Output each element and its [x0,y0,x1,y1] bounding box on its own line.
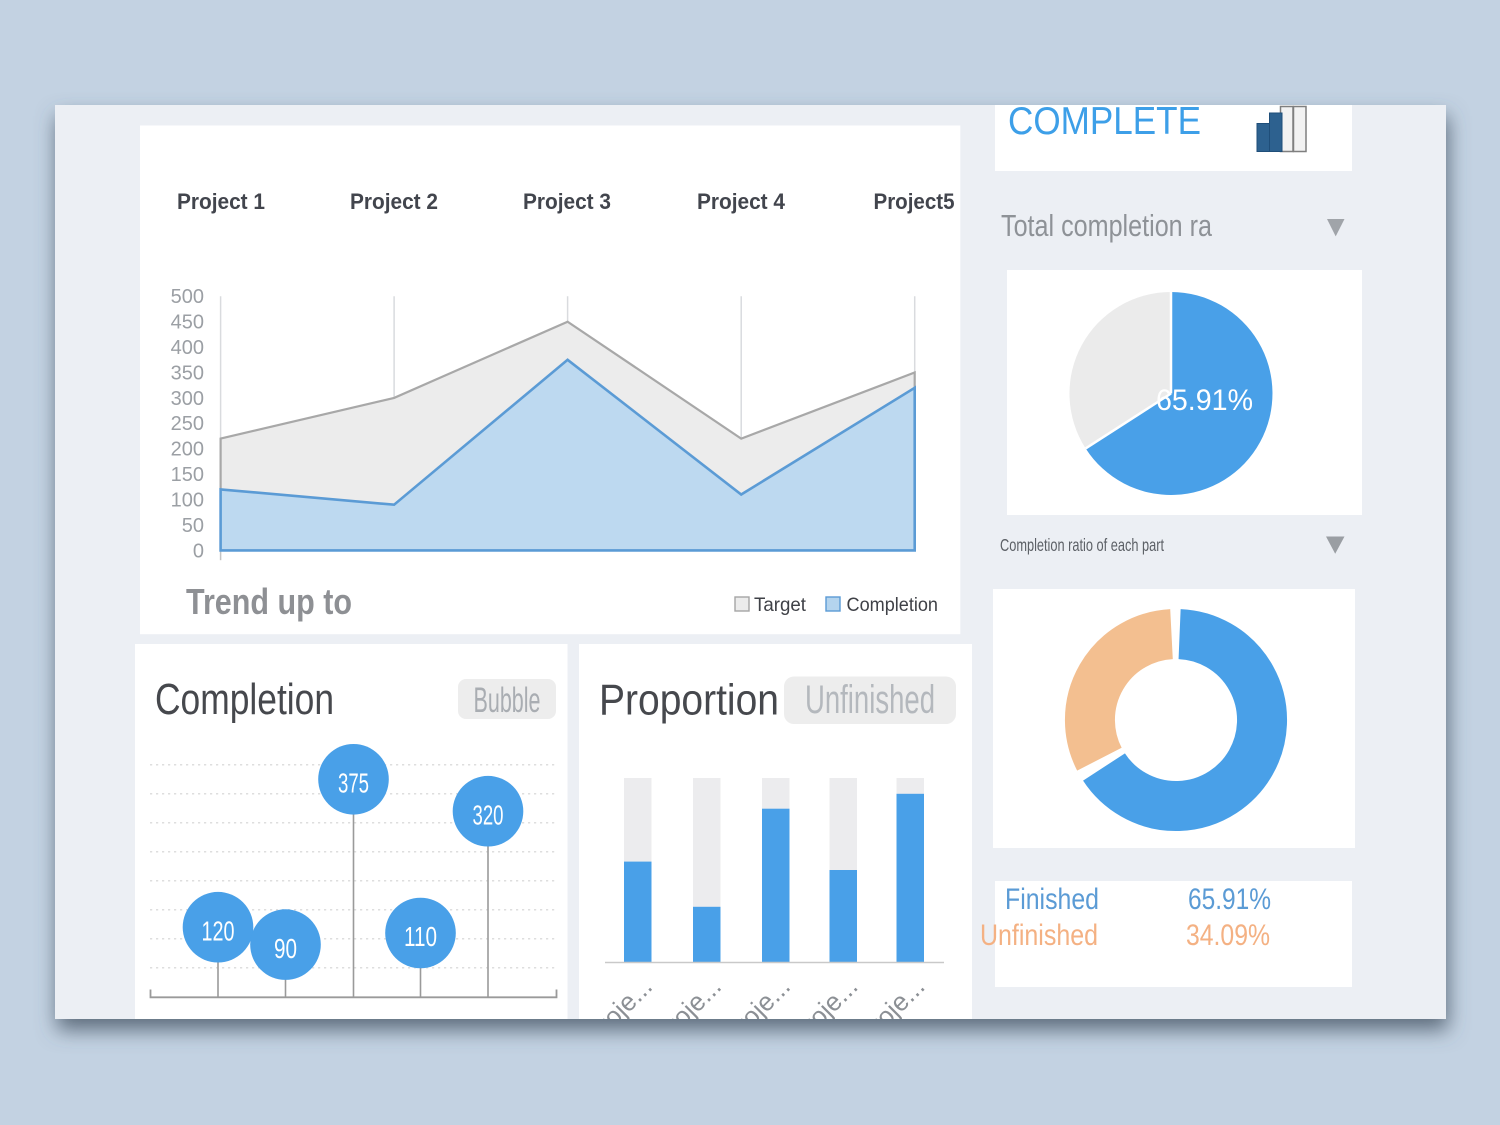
svg-text:Total completion ra: Total completion ra [1001,208,1213,243]
svg-text:Trend up to: Trend up to [186,581,352,622]
svg-text:65.91%: 65.91% [1156,384,1253,417]
svg-text:65.91%: 65.91% [1188,883,1271,916]
svg-text:400: 400 [171,337,204,359]
svg-text:Target: Target [754,594,807,616]
svg-text:Proportion: Proportion [599,676,779,725]
svg-text:COMPLETE: COMPLETE [1008,100,1201,143]
svg-text:150: 150 [171,464,204,486]
svg-text:Project5: Project5 [874,189,955,214]
svg-text:320: 320 [473,799,504,830]
svg-text:120: 120 [202,915,235,946]
svg-text:Project 4: Project 4 [697,189,785,214]
svg-text:Completion: Completion [847,594,939,616]
svg-text:375: 375 [338,768,369,799]
svg-text:300: 300 [171,388,204,410]
svg-text:350: 350 [171,362,204,384]
svg-text:200: 200 [171,439,204,461]
svg-text:110: 110 [404,921,437,952]
svg-text:34.09%: 34.09% [1186,919,1270,952]
svg-text:Bubble: Bubble [474,681,541,720]
svg-text:450: 450 [171,312,204,334]
svg-text:Project 1: Project 1 [177,189,265,214]
svg-text:250: 250 [171,413,204,435]
svg-text:Unfinished: Unfinished [805,678,935,722]
svg-text:90: 90 [274,933,297,964]
svg-text:50: 50 [182,515,204,537]
svg-text:Completion: Completion [155,675,334,724]
svg-text:Unfinished: Unfinished [980,919,1098,952]
svg-text:Completion ratio of each part: Completion ratio of each part [1000,535,1164,555]
svg-text:0: 0 [193,540,204,562]
svg-text:100: 100 [171,490,204,512]
svg-text:Finished: Finished [1005,883,1099,916]
svg-text:500: 500 [171,286,204,308]
svg-text:Project 3: Project 3 [523,189,611,214]
svg-text:Project 2: Project 2 [350,189,438,214]
